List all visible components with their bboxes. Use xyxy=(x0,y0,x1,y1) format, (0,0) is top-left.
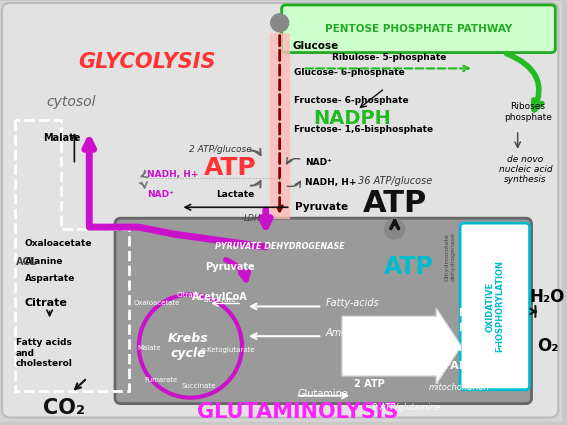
Text: Aspartate: Aspartate xyxy=(25,274,75,283)
Bar xyxy=(270,33,290,219)
Text: 9 ATP/glutamine: 9 ATP/glutamine xyxy=(373,403,441,412)
Text: NAD⁺: NAD⁺ xyxy=(306,158,332,167)
Text: GLYCOLYSIS: GLYCOLYSIS xyxy=(78,53,215,73)
FancyBboxPatch shape xyxy=(2,3,558,417)
Text: Pyruvate: Pyruvate xyxy=(205,262,255,272)
Text: Oxaloacetate: Oxaloacetate xyxy=(25,239,92,249)
Text: H₂O: H₂O xyxy=(530,288,565,306)
Text: ACL: ACL xyxy=(16,257,37,267)
Text: FAD: FAD xyxy=(458,309,479,318)
Text: NAD⁺: NAD⁺ xyxy=(458,323,487,333)
Text: PYRUVATE DEHYDROGENASE: PYRUVATE DEHYDROGENASE xyxy=(215,242,345,252)
Text: 36 ATP/glucose: 36 ATP/glucose xyxy=(358,176,432,187)
Text: NADH, H+: NADH, H+ xyxy=(147,170,198,179)
Text: ATP: ATP xyxy=(362,189,427,218)
Text: Krebs
cycle: Krebs cycle xyxy=(168,332,209,360)
Text: NADH, H+: NADH, H+ xyxy=(306,178,357,187)
Text: Fatty-acids: Fatty-acids xyxy=(325,298,379,309)
Text: Malate: Malate xyxy=(43,133,80,143)
Text: Glucose- 6-phosphate: Glucose- 6-phosphate xyxy=(294,68,404,77)
Text: cytosol: cytosol xyxy=(46,95,96,109)
Text: Malate: Malate xyxy=(137,345,160,351)
Text: ATP: ATP xyxy=(204,156,256,180)
Circle shape xyxy=(270,14,289,32)
Text: 2 ATP: 2 ATP xyxy=(354,379,385,389)
Text: Isocitrate: Isocitrate xyxy=(204,298,236,303)
FancyArrowPatch shape xyxy=(506,54,542,110)
Text: Glutamine: Glutamine xyxy=(298,389,348,399)
Text: Citrate: Citrate xyxy=(25,298,67,309)
Text: Amino-acids: Amino-acids xyxy=(325,328,385,338)
FancyBboxPatch shape xyxy=(282,5,555,53)
Text: 2 ATP/glucose: 2 ATP/glucose xyxy=(189,145,252,154)
Text: AcetylCoA: AcetylCoA xyxy=(192,292,248,301)
Text: Pyruvate: Pyruvate xyxy=(294,202,348,212)
Text: de novo
nucleic acid
synthesis: de novo nucleic acid synthesis xyxy=(499,155,552,184)
Text: Fructose- 1,6-bisphosphate: Fructose- 1,6-bisphosphate xyxy=(294,125,433,134)
Text: CO₂: CO₂ xyxy=(44,398,86,418)
Text: ATP: ATP xyxy=(384,255,434,279)
Text: Oxaloacetate: Oxaloacetate xyxy=(133,300,180,306)
Text: LDH: LDH xyxy=(244,214,261,223)
Text: Alanine: Alanine xyxy=(25,257,64,266)
Text: Fatty acids
and
cholesterol: Fatty acids and cholesterol xyxy=(16,338,73,368)
Text: GLUTAMINOLYSIS: GLUTAMINOLYSIS xyxy=(197,402,398,422)
Text: Riboses
phosphate: Riboses phosphate xyxy=(503,102,552,122)
Text: Fructose- 6-phosphate: Fructose- 6-phosphate xyxy=(294,96,408,105)
Text: Succinate: Succinate xyxy=(181,383,215,389)
Polygon shape xyxy=(342,309,461,384)
Text: NADH+H⁺: NADH+H⁺ xyxy=(445,343,505,353)
Text: α-Ketoglutarate: α-Ketoglutarate xyxy=(201,347,255,353)
Text: Ribulose- 5-phosphate: Ribulose- 5-phosphate xyxy=(332,54,446,62)
Text: O₂: O₂ xyxy=(536,337,558,355)
Text: Glucose: Glucose xyxy=(293,41,339,51)
FancyBboxPatch shape xyxy=(460,223,530,390)
Text: PENTOSE PHOSPHATE PATHWAY: PENTOSE PHOSPHATE PATHWAY xyxy=(325,24,512,34)
Text: NAD⁺: NAD⁺ xyxy=(147,190,174,199)
Text: FADH₂: FADH₂ xyxy=(445,361,483,371)
Text: Dihydroorotate
dehydrogenase: Dihydroorotate dehydrogenase xyxy=(445,232,456,281)
Circle shape xyxy=(385,219,405,239)
Text: mitochondrion: mitochondrion xyxy=(429,383,489,392)
FancyBboxPatch shape xyxy=(115,218,531,404)
Text: Lactate: Lactate xyxy=(216,190,254,199)
Text: Citrate: Citrate xyxy=(176,292,200,297)
Text: NADPH: NADPH xyxy=(313,108,391,128)
Text: Fumarate: Fumarate xyxy=(144,377,177,383)
Text: OXIDATIVE
PHOSPHORYLATION: OXIDATIVE PHOSPHORYLATION xyxy=(485,261,505,352)
